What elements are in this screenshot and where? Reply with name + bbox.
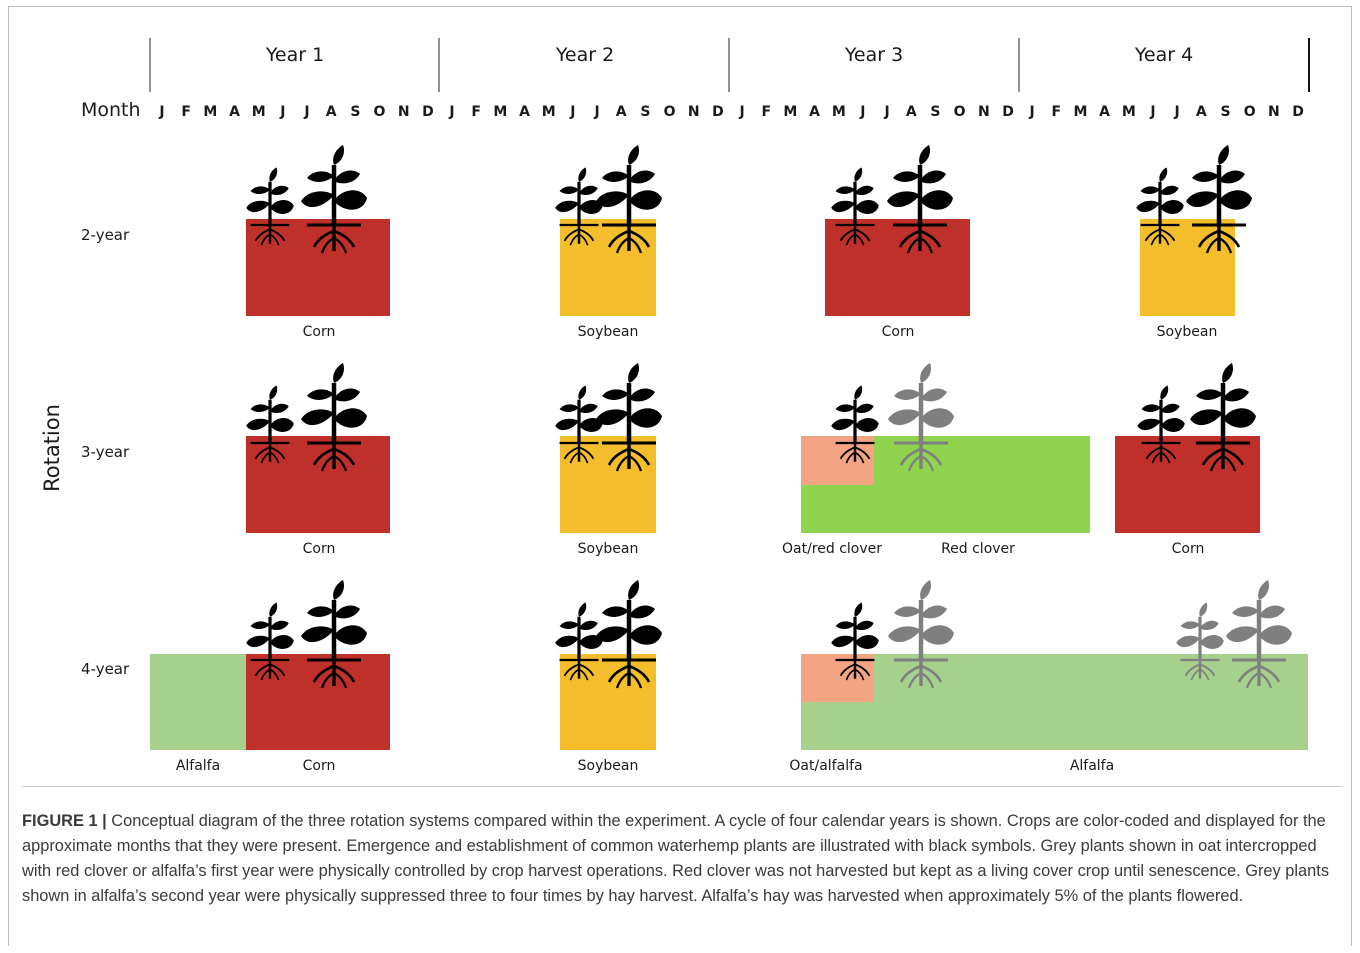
month-tick-label: S — [1220, 104, 1230, 120]
month-tick-label: A — [326, 104, 337, 120]
crop-label: Soybean — [1157, 324, 1218, 340]
row-label-2-year: 2-year — [81, 226, 130, 244]
crop-label: Red clover — [941, 541, 1015, 557]
month-tick-label: A — [616, 104, 627, 120]
crop-label: Corn — [303, 758, 336, 774]
month-tick-label: J — [1173, 104, 1179, 120]
month-tick-label: S — [930, 104, 940, 120]
month-tick-label: N — [978, 104, 990, 120]
crop-bar-corn — [825, 219, 970, 316]
month-tick-label: M — [832, 104, 846, 120]
month-tick-label: D — [1002, 104, 1014, 120]
month-tick-label: J — [859, 104, 865, 120]
month-tick-label: N — [1268, 104, 1280, 120]
month-tick-label: F — [471, 104, 481, 120]
month-tick-label: S — [350, 104, 360, 120]
row-label-4-year: 4-year — [81, 660, 130, 678]
month-tick-label: J — [1149, 104, 1155, 120]
month-tick-label: M — [252, 104, 266, 120]
crop-label: Corn — [1172, 541, 1205, 557]
month-tick-label: J — [158, 104, 164, 120]
month-tick-label: O — [374, 104, 386, 120]
crop-bar-soybean — [560, 654, 656, 750]
crop-bar-alfalfa — [801, 654, 1308, 750]
crop-label: Alfalfa — [176, 758, 220, 774]
crop-label: Oat/red clover — [782, 541, 882, 557]
year-labels: Year 1 Year 2 Year 3 Year 4 — [265, 44, 1193, 66]
crop-bar-corn — [246, 219, 390, 316]
month-tick-label: N — [398, 104, 410, 120]
crop-label: Alfalfa — [1070, 758, 1114, 774]
crop-bar-corn — [246, 654, 390, 750]
crop-bar-soybean — [1140, 219, 1235, 316]
month-tick-label: J — [1028, 104, 1034, 120]
crop-bar-soybean — [560, 219, 656, 316]
rotation-axis-label: Rotation — [40, 404, 64, 492]
rotation-row-2-year: Corn Soybean Corn Soybean — [246, 219, 1235, 340]
crop-bar-corn — [1115, 436, 1260, 533]
month-tick-label: S — [640, 104, 650, 120]
month-tick-label: O — [664, 104, 676, 120]
crop-label: Soybean — [578, 324, 639, 340]
month-tick-label: M — [493, 104, 507, 120]
month-tick-label: D — [422, 104, 434, 120]
month-tick-label: A — [906, 104, 917, 120]
month-tick-label: M — [203, 104, 217, 120]
month-tick-label: N — [688, 104, 700, 120]
month-tick-label: M — [1122, 104, 1136, 120]
figure-caption: FIGURE 1 | Conceptual diagram of the thr… — [22, 786, 1342, 909]
rotation-row-3-year: Corn Soybean Oat/red clover Red clover C… — [246, 436, 1260, 557]
crop-label: Soybean — [578, 541, 639, 557]
month-tick-label: O — [1244, 104, 1256, 120]
figure-label: FIGURE 1 | — [22, 812, 107, 830]
year-label: Year 1 — [265, 44, 324, 66]
month-tick-label: J — [569, 104, 575, 120]
month-tick-label: A — [229, 104, 240, 120]
month-tick-label: J — [593, 104, 599, 120]
crop-bar-oat — [801, 654, 874, 702]
crop-bar-soybean — [560, 436, 656, 533]
month-tick-label: F — [1052, 104, 1062, 120]
year-dividers — [149, 38, 1310, 92]
crop-label: Corn — [882, 324, 915, 340]
crop-bar-corn — [246, 436, 390, 533]
crop-label: Corn — [303, 541, 336, 557]
crop-label: Oat/alfalfa — [789, 758, 862, 774]
row-label-3-year: 3-year — [81, 443, 130, 461]
rotation-row-4-year: Alfalfa Corn Soybean Oat/alfalfa Alfalfa — [150, 654, 1308, 774]
figure-caption-text: Conceptual diagram of the three rotation… — [22, 812, 1330, 905]
month-tick-label: M — [1074, 104, 1088, 120]
year-label: Year 4 — [1134, 44, 1193, 66]
month-axis-label: Month — [81, 99, 141, 121]
month-tick-label: D — [712, 104, 724, 120]
month-tick-label: A — [1099, 104, 1110, 120]
month-tick-label: F — [762, 104, 772, 120]
crop-label: Soybean — [578, 758, 639, 774]
year-label: Year 3 — [844, 44, 903, 66]
month-tick-label: F — [181, 104, 191, 120]
month-tick-label: O — [954, 104, 966, 120]
month-tick-label: J — [738, 104, 744, 120]
month-tick-label: M — [542, 104, 556, 120]
month-tick-label: M — [783, 104, 797, 120]
month-tick-label: J — [303, 104, 309, 120]
weed-symbols — [244, 145, 1292, 688]
month-tick-label: J — [883, 104, 889, 120]
month-tick-label: A — [519, 104, 530, 120]
month-tick-label: J — [448, 104, 454, 120]
month-tick-label: J — [279, 104, 285, 120]
month-tick-label: A — [809, 104, 820, 120]
month-tick-label: D — [1292, 104, 1304, 120]
crop-bar-alfalfa — [150, 654, 246, 750]
year-label: Year 2 — [555, 44, 614, 66]
month-tick-label: A — [1196, 104, 1207, 120]
crop-label: Corn — [303, 324, 336, 340]
